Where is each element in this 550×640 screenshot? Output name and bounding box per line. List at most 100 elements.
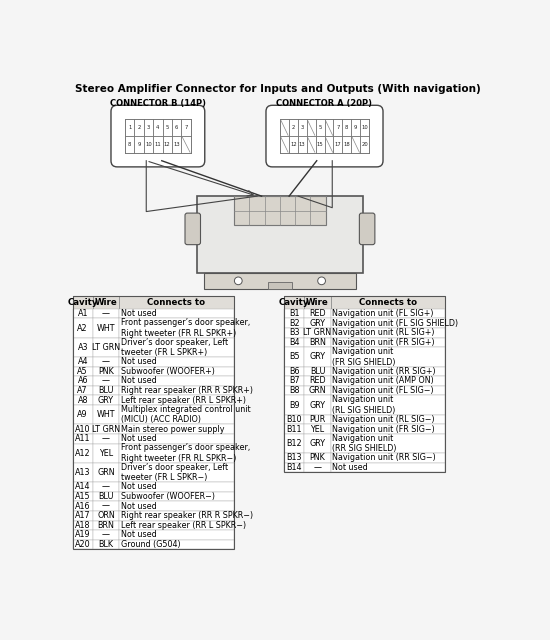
Text: 10: 10 [361,125,368,130]
Text: 13: 13 [299,142,306,147]
FancyBboxPatch shape [331,396,446,415]
Text: 5: 5 [318,125,322,130]
Text: A14: A14 [75,483,90,492]
FancyBboxPatch shape [93,376,119,386]
Text: Driver’s door speaker, Left
tweeter (FR L SPKR+): Driver’s door speaker, Left tweeter (FR … [120,337,228,357]
Text: Right rear speaker (RR R SPKR−): Right rear speaker (RR R SPKR−) [120,511,253,520]
Text: Cavity: Cavity [279,298,310,307]
FancyBboxPatch shape [144,136,153,153]
Text: BLU: BLU [310,367,325,376]
FancyBboxPatch shape [304,415,331,424]
FancyBboxPatch shape [153,119,163,136]
Text: Ground (G504): Ground (G504) [120,540,180,549]
FancyBboxPatch shape [119,396,234,405]
Text: YEL: YEL [99,449,113,458]
Text: 15: 15 [317,142,323,147]
FancyBboxPatch shape [163,119,172,136]
FancyBboxPatch shape [73,492,93,501]
FancyBboxPatch shape [304,453,331,463]
FancyBboxPatch shape [304,376,331,386]
FancyBboxPatch shape [284,415,304,424]
Text: Connects to: Connects to [359,298,417,307]
Text: LT GRN: LT GRN [92,424,120,433]
FancyBboxPatch shape [73,444,93,463]
FancyBboxPatch shape [298,136,307,153]
FancyBboxPatch shape [119,308,234,318]
FancyBboxPatch shape [134,136,144,153]
FancyBboxPatch shape [359,213,375,244]
FancyBboxPatch shape [331,296,446,308]
Text: —: — [102,357,110,366]
Text: B13: B13 [287,454,302,463]
FancyBboxPatch shape [119,424,234,434]
FancyBboxPatch shape [111,106,205,167]
FancyBboxPatch shape [93,540,119,549]
FancyBboxPatch shape [284,308,304,318]
Text: 11: 11 [155,142,161,147]
Text: A9: A9 [78,410,88,419]
Text: Navigation unit (FL SIG+): Navigation unit (FL SIG+) [332,309,434,318]
FancyBboxPatch shape [331,328,446,338]
Text: BRN: BRN [309,338,326,347]
FancyBboxPatch shape [284,348,304,367]
FancyBboxPatch shape [119,367,234,376]
FancyBboxPatch shape [172,136,182,153]
FancyBboxPatch shape [284,434,304,453]
FancyBboxPatch shape [316,136,324,153]
FancyBboxPatch shape [73,482,93,492]
Text: B9: B9 [289,401,300,410]
FancyBboxPatch shape [268,282,292,289]
Text: 12: 12 [290,142,296,147]
Text: 7: 7 [184,125,188,130]
Text: 3: 3 [147,125,150,130]
FancyBboxPatch shape [119,520,234,530]
FancyBboxPatch shape [289,136,298,153]
FancyBboxPatch shape [331,348,446,367]
FancyBboxPatch shape [73,376,93,386]
Text: A12: A12 [75,449,91,458]
FancyBboxPatch shape [93,501,119,511]
Text: Not used: Not used [332,463,368,472]
FancyBboxPatch shape [307,119,316,136]
FancyBboxPatch shape [119,501,234,511]
Text: BLK: BLK [98,540,113,549]
FancyBboxPatch shape [182,119,191,136]
FancyBboxPatch shape [125,119,134,136]
Text: BLU: BLU [98,386,114,395]
Text: PNK: PNK [98,367,114,376]
Text: 17: 17 [334,142,341,147]
FancyBboxPatch shape [289,119,298,136]
Text: 4: 4 [156,125,160,130]
FancyBboxPatch shape [73,405,93,424]
FancyBboxPatch shape [73,434,93,444]
FancyBboxPatch shape [304,386,331,396]
FancyBboxPatch shape [284,296,304,308]
FancyBboxPatch shape [144,119,153,136]
FancyBboxPatch shape [331,308,446,318]
FancyBboxPatch shape [93,482,119,492]
Text: 13: 13 [173,142,180,147]
FancyBboxPatch shape [119,492,234,501]
FancyBboxPatch shape [360,119,369,136]
Text: B8: B8 [289,386,300,395]
Text: Not used: Not used [120,502,156,511]
FancyBboxPatch shape [93,492,119,501]
FancyBboxPatch shape [284,396,304,415]
FancyBboxPatch shape [125,136,134,153]
FancyBboxPatch shape [172,119,182,136]
Text: CONNECTOR B (14P): CONNECTOR B (14P) [110,99,206,108]
FancyBboxPatch shape [73,520,93,530]
FancyBboxPatch shape [331,338,446,348]
Text: WHT: WHT [97,323,115,333]
FancyBboxPatch shape [73,296,93,308]
FancyBboxPatch shape [304,338,331,348]
Text: Navigation unit
(RL SIG SHIELD): Navigation unit (RL SIG SHIELD) [332,396,395,415]
FancyBboxPatch shape [284,338,304,348]
FancyBboxPatch shape [280,119,369,153]
Text: Not used: Not used [120,434,156,443]
FancyBboxPatch shape [119,444,234,463]
Text: Front passenger’s door speaker,
Right tweeter (FR RL SPKR+): Front passenger’s door speaker, Right tw… [120,318,250,338]
Text: B1: B1 [289,309,300,318]
FancyBboxPatch shape [119,386,234,396]
Text: 6: 6 [175,125,178,130]
